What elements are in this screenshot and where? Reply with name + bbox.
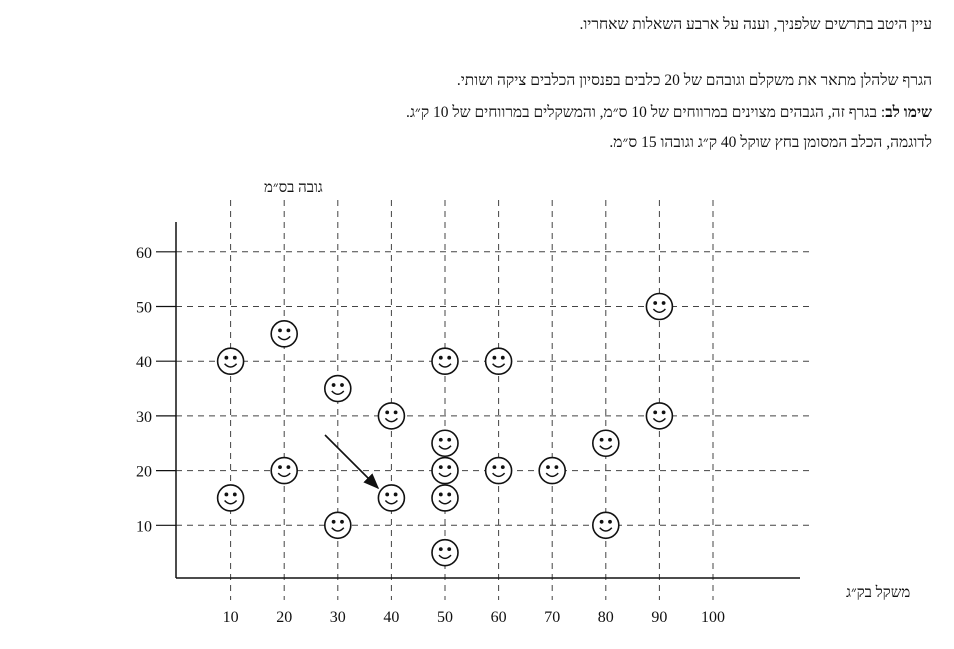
grid [156,200,810,600]
smiley-icon [431,429,459,458]
example-text: לדוגמה, הכלב המסומן בחץ שוקל 40 ק״ג וגוב… [609,134,932,151]
smiley-icon [377,484,406,512]
y-tick-label: 50 [136,300,152,317]
x-tick-label: 50 [437,609,453,626]
smiley-icon [484,456,513,485]
smiley-icon [591,429,620,458]
example-arrow [324,434,380,490]
note-body: : בגרף זה, הגבהים מצוינים במרווחים של 10… [405,104,886,121]
smiley-icon [431,484,459,512]
x-tick-label: 90 [651,609,667,626]
smiley-icon [431,538,459,567]
description-text: הגרף שלהלן מתאר את משקלם וגובהם של 20 כל… [456,72,932,89]
y-tick-label: 30 [136,409,152,426]
smiley-icon [377,402,406,430]
instruction-text: עיין היטב בתרשים שלפניך, וענה על ארבע הש… [579,16,932,33]
x-axis-label: משקל בק״ג [846,584,910,601]
smiley-icon [216,484,245,512]
smiley-icon [270,456,299,485]
smiley-icon [216,347,245,376]
x-tick-label: 40 [383,609,399,626]
smiley-icon [431,347,459,376]
smiley-icon [270,320,299,348]
smiley-icon [431,456,459,485]
y-tick-label: 60 [136,245,152,262]
y-tick-label: 40 [136,354,152,371]
y-axis-label: גובה בס״מ [264,180,323,196]
data-points [216,292,674,567]
note-label: שימו לב [885,104,932,121]
y-tick-label: 10 [136,518,152,535]
smiley-icon [323,374,352,403]
x-tick-label: 20 [276,609,292,626]
x-tick-label: 70 [544,609,560,626]
y-tick-label: 20 [136,464,152,481]
smiley-icon [591,511,620,540]
x-tick-label: 30 [330,609,346,626]
x-tick-label: 80 [598,609,614,626]
smiley-icon [323,511,352,540]
x-tick-label: 60 [491,609,507,626]
tick-labels: 10 20 30 40 50 60 70 80 90 100 10 20 30 40 50 60 [136,245,725,626]
smiley-icon [645,292,674,321]
smiley-icon [538,456,567,485]
note-text: שימו לב: בגרף זה, הגבהים מצוינים במרווחי… [406,104,932,123]
x-tick-label: 100 [701,609,725,626]
axes [175,222,800,579]
smiley-icon [484,347,513,376]
x-tick-label: 10 [223,609,239,626]
smiley-icon [645,402,674,430]
